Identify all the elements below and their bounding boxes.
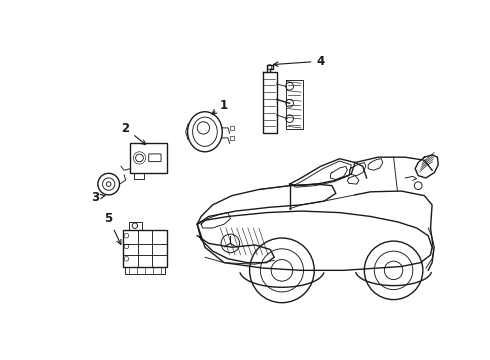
Text: 2: 2 — [122, 122, 146, 145]
Text: 1: 1 — [212, 99, 228, 114]
Text: 5: 5 — [104, 212, 121, 244]
Text: 4: 4 — [273, 55, 324, 68]
Text: 3: 3 — [91, 191, 105, 204]
